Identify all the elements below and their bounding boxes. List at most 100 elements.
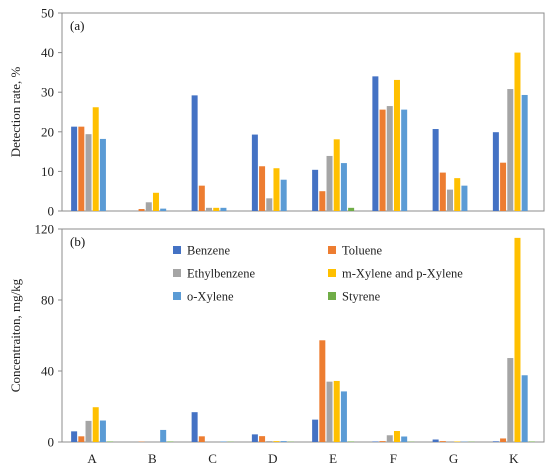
- bar-a-K-s3: [514, 52, 521, 211]
- bar-a-C-s2: [206, 207, 213, 211]
- plot-area-b: [61, 228, 545, 443]
- legend-label: Toluene: [342, 244, 383, 258]
- x-tick-label: E: [329, 451, 337, 466]
- x-tick-label: G: [449, 451, 458, 466]
- bar-b-A-s5: [107, 441, 114, 442]
- bar-b-F-s0: [372, 441, 379, 442]
- bar-a-E-s4: [340, 163, 347, 211]
- bar-b-D-s0: [251, 434, 258, 442]
- x-tick-label: C: [208, 451, 217, 466]
- bar-a-E-s0: [312, 169, 319, 211]
- bar-b-K-s2: [507, 358, 514, 442]
- y-tick-label: 120: [35, 222, 55, 237]
- y-tick-label: 40: [41, 364, 54, 379]
- bar-b-F-s3: [393, 430, 400, 442]
- bar-a-F-s3: [393, 79, 400, 211]
- bar-b-G-s3: [454, 441, 461, 442]
- bar-b-B-s5: [167, 441, 174, 442]
- y-tick-label: 0: [48, 435, 55, 450]
- bar-a-E-s1: [319, 191, 326, 211]
- bar-a-E-s3: [333, 139, 340, 211]
- y-tick-label: 40: [41, 45, 54, 60]
- bar-a-G-s3: [454, 178, 461, 211]
- bar-a-D-s0: [251, 134, 258, 211]
- bar-a-B-s1: [138, 209, 145, 211]
- bar-a-A-s1: [78, 126, 85, 211]
- bar-b-K-s0: [492, 441, 499, 442]
- bar-b-D-s4: [280, 441, 287, 442]
- bar-a-D-s2: [266, 198, 273, 211]
- bar-b-K-s3: [514, 237, 521, 442]
- bar-b-E-s2: [326, 381, 333, 442]
- bar-b-K-s1: [500, 438, 507, 442]
- bar-a-F-s1: [379, 109, 386, 211]
- bar-a-K-s1: [500, 162, 507, 211]
- bar-b-A-s2: [85, 420, 92, 442]
- panel-label: (a): [70, 18, 84, 33]
- bar-a-C-s0: [191, 95, 198, 211]
- legend-label: Styrene: [342, 290, 381, 304]
- bar-b-E-s1: [319, 340, 326, 442]
- bar-a-G-s4: [461, 185, 468, 211]
- y-tick-label: 0: [48, 204, 55, 219]
- bar-b-F-s1: [379, 441, 386, 442]
- legend-swatch: [173, 269, 181, 277]
- bar-b-D-s1: [259, 436, 266, 442]
- bar-a-D-s1: [259, 166, 266, 211]
- x-tick-label: D: [268, 451, 277, 466]
- bar-b-C-s1: [198, 436, 205, 442]
- bar-a-C-s1: [198, 185, 205, 211]
- legend-label: m-Xylene and p-Xylene: [342, 267, 463, 281]
- bar-a-F-s4: [401, 109, 408, 211]
- bar-b-D-s3: [273, 441, 280, 442]
- bar-b-K-s5: [528, 441, 535, 442]
- bar-b-A-s4: [99, 420, 106, 442]
- bar-a-A-s3: [92, 107, 99, 211]
- bar-a-A-s0: [71, 126, 78, 211]
- bar-b-A-s1: [78, 436, 85, 442]
- bar-b-F-s2: [386, 435, 393, 442]
- legend-label: Benzene: [187, 244, 230, 258]
- bar-a-E-s5: [348, 207, 355, 211]
- bar-b-F-s4: [401, 436, 408, 442]
- bar-a-B-s4: [160, 208, 167, 211]
- bar-b-A-s0: [71, 431, 78, 442]
- x-tick-label: F: [390, 451, 397, 466]
- panel-label: (b): [70, 234, 85, 249]
- y-axis-title: Detection rate, %: [8, 67, 23, 158]
- bar-b-B-s4: [160, 429, 167, 442]
- legend-swatch: [328, 292, 336, 300]
- bar-b-E-s5: [348, 441, 355, 442]
- legend-swatch: [328, 246, 336, 254]
- bar-b-A-s3: [92, 407, 99, 442]
- bar-b-E-s0: [312, 419, 319, 442]
- x-tick-label: K: [509, 451, 519, 466]
- bar-a-K-s2: [507, 89, 514, 211]
- bar-a-E-s2: [326, 155, 333, 211]
- bar-a-D-s3: [273, 168, 280, 211]
- legend-swatch: [173, 246, 181, 254]
- x-tick-label: A: [87, 451, 97, 466]
- y-tick-label: 80: [41, 293, 54, 308]
- bar-b-G-s1: [439, 441, 446, 442]
- legend-label: o-Xylene: [187, 290, 234, 304]
- y-tick-label: 50: [41, 6, 54, 21]
- bar-b-D-s2: [266, 441, 273, 442]
- bar-b-C-s0: [191, 412, 198, 442]
- legend-swatch: [173, 292, 181, 300]
- y-axis-title: Concentraiton, mg/kg: [8, 278, 23, 392]
- bar-a-C-s4: [220, 207, 227, 211]
- bar-b-E-s3: [333, 380, 340, 442]
- bar-a-K-s0: [492, 132, 499, 211]
- y-tick-label: 10: [41, 164, 54, 179]
- bar-a-F-s2: [386, 106, 393, 211]
- bar-a-B-s2: [145, 202, 152, 211]
- y-tick-label: 20: [41, 124, 54, 139]
- bar-a-G-s2: [447, 189, 454, 211]
- bar-a-F-s0: [372, 76, 379, 211]
- bar-b-E-s4: [340, 391, 347, 442]
- bar-a-A-s2: [85, 134, 92, 211]
- x-tick-label: B: [148, 451, 157, 466]
- bar-a-D-s4: [280, 179, 287, 211]
